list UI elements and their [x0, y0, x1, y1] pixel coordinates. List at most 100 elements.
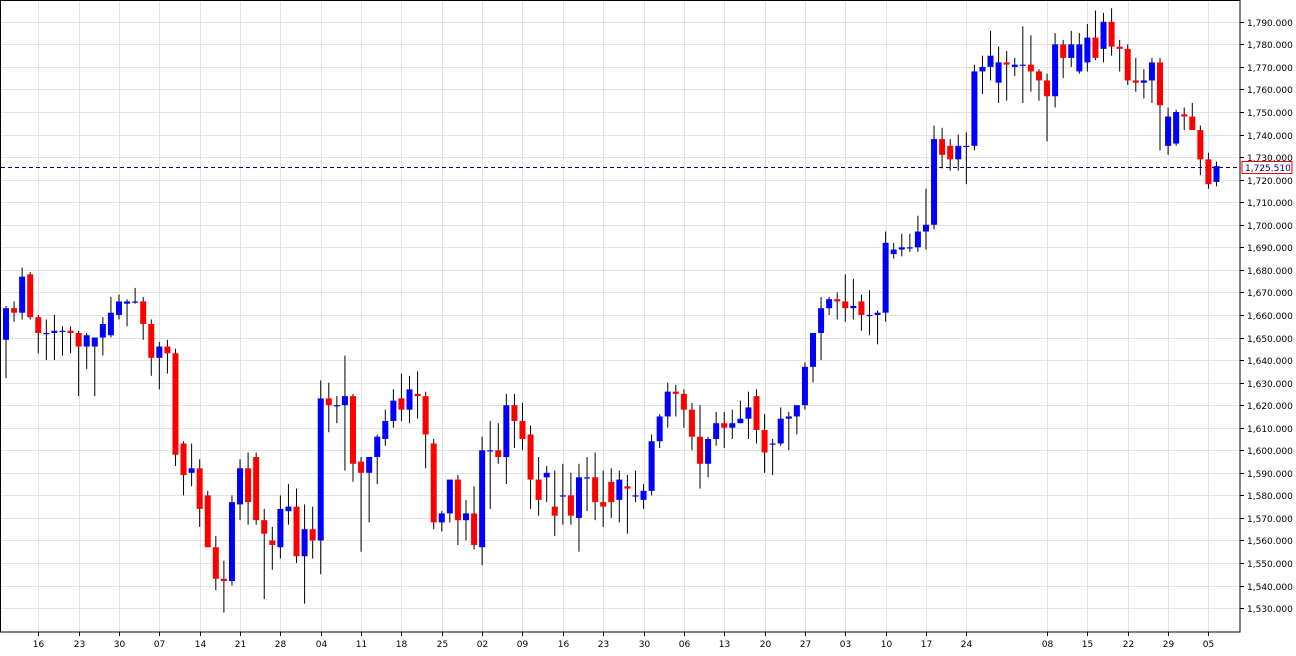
candle-up [737, 400, 744, 424]
candle-down [939, 127, 946, 169]
candle-down [261, 508, 268, 600]
x-tick-label: 30 [639, 640, 651, 650]
y-tick-label: 1,730.000 [1247, 154, 1293, 164]
candle-up [1076, 33, 1083, 74]
candle-body [1003, 62, 1010, 65]
candle-body [1084, 37, 1091, 63]
candle-up [713, 411, 720, 446]
candle-body [366, 457, 373, 473]
candle-up [584, 457, 591, 512]
candle-body [27, 274, 34, 318]
x-tick-label: 11 [356, 640, 367, 650]
candle-body [648, 441, 655, 491]
candle-up [487, 420, 494, 509]
candle-up [156, 342, 163, 390]
candle-down [1189, 102, 1196, 131]
y-tick-label: 1,570.000 [1247, 515, 1293, 525]
candle-up [1173, 109, 1180, 146]
candle-down [535, 457, 542, 516]
candle-up [43, 319, 50, 361]
candle-body [19, 276, 26, 313]
y-tick-label: 1,640.000 [1247, 357, 1293, 367]
candle-down [834, 292, 841, 320]
candle-up [640, 484, 647, 509]
candle-down [842, 274, 849, 322]
candle-body [519, 420, 526, 439]
candle-body [285, 506, 292, 512]
candle-up [543, 466, 550, 503]
candle-down [551, 470, 558, 536]
candle-body [1116, 46, 1123, 49]
y-tick-label: 1,780.000 [1247, 41, 1293, 51]
candle-down [422, 391, 429, 469]
candle-body [277, 508, 284, 548]
candle-body [931, 139, 938, 225]
candle-body [293, 506, 300, 557]
candle-body [148, 323, 155, 358]
candle-down [309, 506, 316, 559]
candle-up [729, 409, 736, 439]
candle-body [1035, 71, 1042, 81]
candle-up [656, 414, 663, 449]
candle-down [1035, 69, 1042, 101]
candle-body [390, 400, 397, 421]
candle-down [680, 389, 687, 428]
candle-down [697, 405, 704, 489]
candle-body [906, 247, 913, 249]
x-tick-label: 25 [437, 640, 448, 650]
y-tick-label: 1,710.000 [1247, 199, 1293, 209]
y-tick-label: 1,620.000 [1247, 402, 1293, 412]
candle-body [237, 468, 244, 505]
candle-body [261, 520, 268, 534]
candle-down [350, 393, 357, 482]
candle-body [1197, 130, 1204, 160]
y-tick-label: 1,760.000 [1247, 86, 1293, 96]
candle-body [374, 436, 381, 458]
candle-body [91, 337, 98, 347]
candle-body [1173, 112, 1180, 144]
candle-down [67, 326, 74, 354]
candle-body [196, 468, 203, 509]
y-tick-label: 1,540.000 [1247, 583, 1293, 593]
candle-body [922, 224, 929, 232]
candle-down [1003, 51, 1010, 101]
candle-body [414, 393, 421, 397]
candle-down [1197, 125, 1204, 176]
candle-body [729, 423, 736, 428]
candle-down [1181, 107, 1188, 131]
candle-up [99, 317, 106, 356]
candle-up [801, 362, 808, 410]
candle-up [59, 326, 66, 356]
candle-up [374, 434, 381, 485]
candle-body [1092, 37, 1099, 58]
candle-body [511, 405, 518, 421]
candle-down [608, 468, 615, 518]
candle-down [1044, 73, 1051, 142]
x-tick-label: 20 [760, 640, 772, 650]
x-tick-label: 16 [33, 640, 45, 650]
candle-up [237, 459, 244, 521]
candle-body [834, 299, 841, 302]
candle-body [826, 299, 833, 309]
x-tick-label: 21 [235, 640, 246, 650]
candle-up [648, 434, 655, 496]
candle-body [1148, 62, 1155, 81]
y-tick-label: 1,770.000 [1247, 64, 1293, 74]
candle-up [963, 132, 970, 185]
candle-body [99, 323, 106, 338]
candle-down [567, 472, 574, 525]
candle-body [640, 490, 647, 500]
candle-body [955, 145, 962, 160]
current-price-box [1241, 161, 1293, 174]
candle-body [220, 578, 227, 582]
candle-down [245, 452, 252, 525]
candle-body [777, 418, 784, 444]
candle-body [890, 249, 897, 255]
candle-down [624, 475, 631, 534]
candle-body [664, 391, 671, 417]
candle-body [245, 468, 252, 503]
candle-body [842, 301, 849, 309]
candle-body [430, 443, 437, 523]
candle-down [325, 382, 332, 433]
candle-down [1132, 57, 1139, 92]
